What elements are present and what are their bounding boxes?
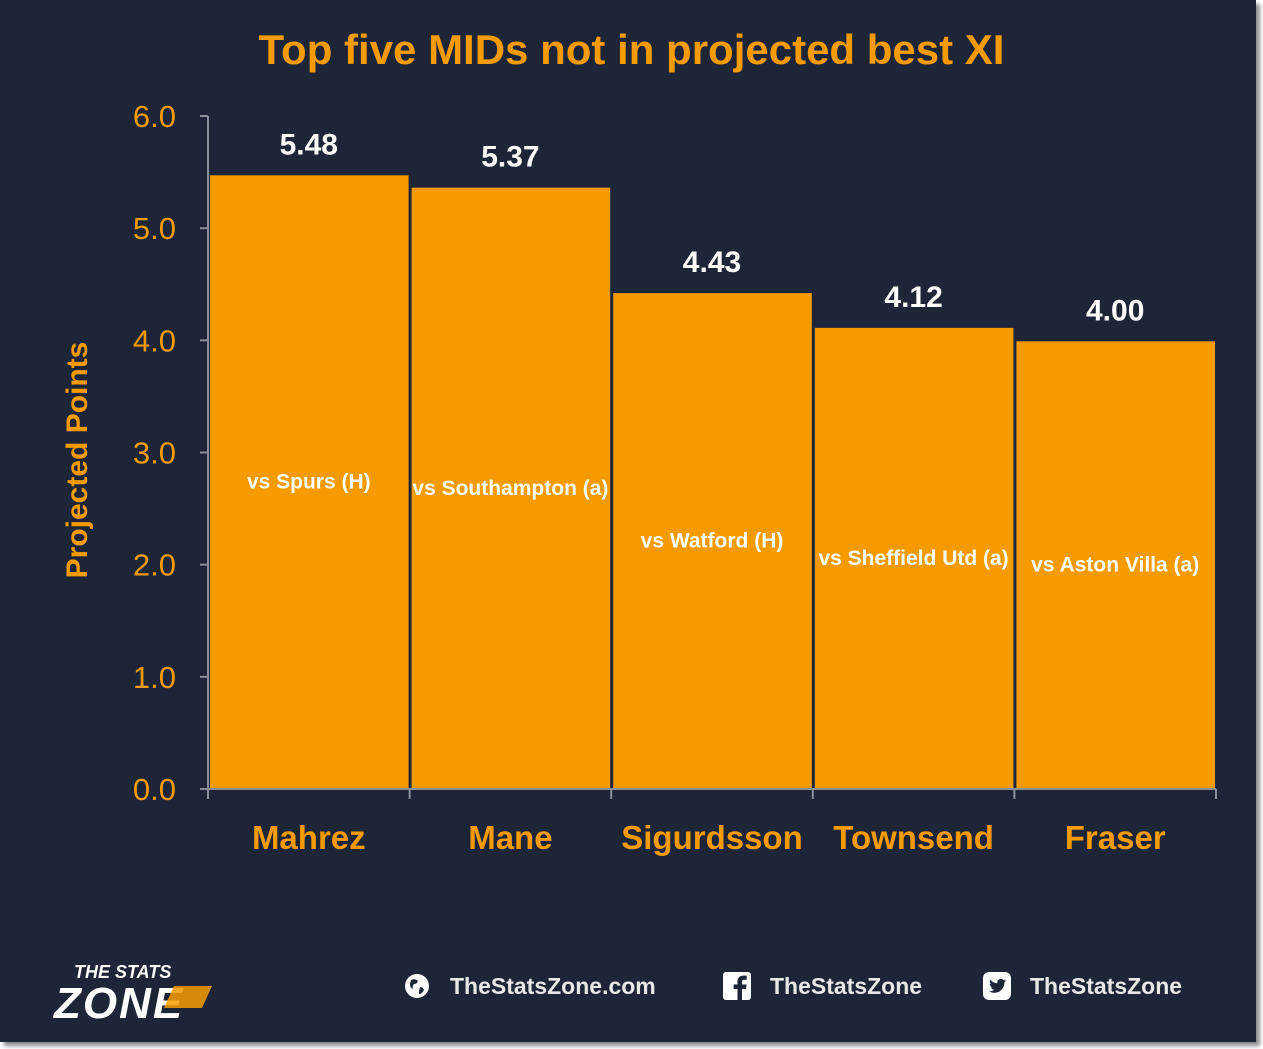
chart-title: Top five MIDs not in projected best XI (258, 26, 1005, 73)
logo-line-1: THE STATS (74, 962, 171, 982)
y-tick-label: 6.0 (133, 99, 176, 134)
data-label: 4.12 (884, 281, 942, 314)
footer-twitter[interactable]: TheStatsZone (982, 970, 1182, 1002)
twitter-icon (983, 972, 1011, 1000)
facebook-icon (723, 972, 751, 1000)
bar-mane (409, 185, 613, 791)
footer-facebook-label: TheStatsZone (770, 972, 923, 999)
bar-townsend (812, 325, 1016, 790)
x-tick-label: Mahrez (252, 819, 366, 856)
y-tick-label: 2.0 (133, 548, 176, 583)
data-label: 5.37 (481, 141, 539, 174)
footer-facebook[interactable]: TheStatsZone (722, 970, 922, 1002)
fixture-label: vs Sheffield Utd (a) (818, 547, 1008, 570)
x-tick-label: Sigurdsson (621, 819, 803, 856)
data-label: 4.43 (683, 246, 741, 279)
x-tick-label: Mane (468, 819, 552, 856)
stats-zone-logo: THE STATS ZONE (52, 962, 212, 1024)
logo-line-2: ZONE (52, 979, 184, 1024)
fixture-label: vs Southampton (a) (412, 477, 608, 500)
fixture-label: vs Aston Villa (a) (1031, 554, 1199, 577)
footer: THE STATS ZONE TheStatsZone.com TheStats… (0, 950, 1256, 1030)
y-tick-label: 4.0 (133, 323, 176, 358)
y-tick-label: 0.0 (133, 772, 176, 807)
y-tick-label: 3.0 (133, 436, 176, 471)
footer-twitter-label: TheStatsZone (1030, 972, 1183, 999)
bar-chart: 0.0 1.0 2.0 3.0 4.0 5.0 6.0 Mahrez 5.48 vs Spurs … (133, 99, 1218, 856)
fixture-label: vs Spurs (H) (247, 471, 371, 494)
bar-sigurdsson (611, 291, 814, 790)
globe-icon (405, 974, 429, 998)
data-label: 5.48 (280, 128, 338, 161)
footer-website[interactable]: TheStatsZone.com (402, 970, 656, 1002)
x-tick-label: Townsend (833, 819, 994, 856)
bar-mahrez (208, 173, 411, 790)
x-tick-label: Fraser (1065, 819, 1166, 856)
y-tick-label: 5.0 (133, 211, 176, 246)
data-label: 4.00 (1086, 294, 1144, 327)
logo-accent-shape (164, 986, 212, 1008)
y-tick-label: 1.0 (133, 660, 176, 695)
fixture-label: vs Watford (H) (641, 530, 784, 553)
footer-website-label: TheStatsZone.com (450, 972, 656, 999)
